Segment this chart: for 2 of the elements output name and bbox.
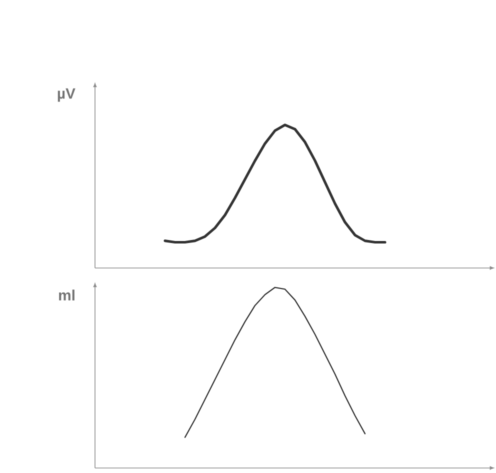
y-axis-title: µV — [58, 88, 76, 102]
y-axis-title: ml — [59, 290, 74, 300]
